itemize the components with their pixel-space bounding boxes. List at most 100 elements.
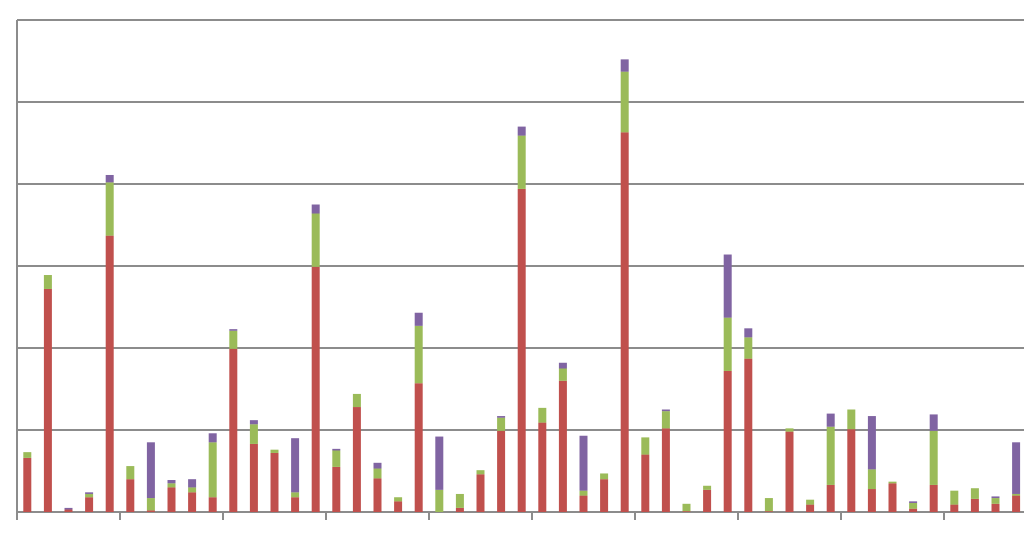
bar-segment — [579, 490, 588, 496]
bar-segment — [85, 493, 94, 498]
bar-segment — [950, 490, 959, 505]
bar-segment — [826, 413, 835, 427]
bar-segment — [847, 409, 856, 430]
bar-segment — [291, 497, 300, 512]
bar-segment — [579, 435, 588, 491]
bar-segment — [332, 466, 341, 512]
bar-segment — [85, 492, 94, 494]
bar-segment — [105, 182, 114, 236]
bar-segment — [291, 438, 300, 493]
bar-segment — [23, 452, 32, 458]
bar-segment — [744, 337, 753, 359]
bar-segment — [785, 428, 794, 432]
bar-segment — [517, 126, 526, 136]
bar-segment — [332, 450, 341, 467]
bar-segment — [23, 457, 32, 512]
bar-segment — [888, 483, 897, 512]
bar-segment — [291, 492, 300, 498]
bar-segment — [1012, 495, 1021, 512]
bar-segment — [146, 442, 155, 499]
bar-segment — [847, 429, 856, 512]
bar-segment — [476, 474, 485, 512]
bar-segment — [414, 312, 423, 326]
bar-segment — [1012, 442, 1021, 494]
bar-segment — [126, 466, 135, 480]
bar-segment — [888, 481, 897, 484]
bar-segment — [661, 411, 670, 429]
bar-segment — [414, 383, 423, 512]
bar-segment — [826, 426, 835, 485]
bar-segment — [867, 489, 876, 512]
bar-segment — [703, 485, 712, 490]
bar-segment — [497, 417, 506, 431]
bar-segment — [435, 436, 444, 490]
bar-segment — [394, 501, 403, 512]
bar-segment — [867, 416, 876, 470]
bar-segment — [517, 188, 526, 513]
bar-segment — [764, 498, 773, 512]
bar-segment — [476, 470, 485, 475]
bar-segment — [723, 317, 732, 371]
bar-segment — [188, 492, 197, 512]
bar-segment — [311, 213, 320, 267]
bar-segment — [600, 473, 609, 480]
bar-segment — [105, 235, 114, 512]
bar-segment — [620, 132, 629, 512]
bar-segment — [682, 503, 691, 512]
bar-segment — [146, 498, 155, 511]
bar-segment — [249, 420, 258, 425]
bar-segment — [167, 483, 176, 488]
bar-segment — [229, 330, 238, 349]
bar-segment — [435, 489, 444, 512]
bar-segment — [208, 433, 217, 443]
bar-segment — [744, 328, 753, 338]
bar-segment — [332, 448, 341, 451]
bar-segment — [167, 487, 176, 512]
bar-segment — [991, 498, 1000, 504]
bar-segment — [641, 454, 650, 512]
bar-segment — [455, 493, 464, 508]
bar-segment — [538, 407, 547, 423]
bar-segment — [929, 484, 938, 512]
bar-segment — [558, 362, 567, 369]
bar-segment — [517, 135, 526, 189]
bar-segment — [85, 497, 94, 512]
bar-segment — [909, 508, 918, 512]
bar-segment — [620, 71, 629, 133]
bar-segment — [950, 504, 959, 512]
bar-segment — [188, 487, 197, 493]
bar-segment — [311, 266, 320, 512]
bar-segment — [620, 59, 629, 72]
bar-segment — [929, 430, 938, 485]
bar-segment — [970, 498, 979, 512]
bar-segment — [785, 431, 794, 512]
bar-segment — [929, 414, 938, 431]
bar-segment — [146, 510, 155, 512]
bar-segment — [538, 422, 547, 512]
bar-segment — [909, 502, 918, 509]
bar-segment — [373, 462, 382, 469]
bar-segment — [661, 428, 670, 512]
bar-segment — [43, 288, 52, 512]
bar-segment — [723, 370, 732, 512]
bar-segment — [826, 484, 835, 512]
bar-segment — [105, 174, 114, 183]
bar-segment — [991, 496, 1000, 499]
bar-segment — [394, 497, 403, 502]
bar-segment — [991, 503, 1000, 512]
bar-segment — [352, 393, 361, 408]
bar-segment — [744, 358, 753, 512]
bar-segment — [229, 329, 238, 331]
bar-segment — [249, 443, 258, 512]
bar-segment — [558, 368, 567, 381]
bar-segment — [703, 489, 712, 512]
bar-segment — [641, 437, 650, 455]
bar-segment — [909, 501, 918, 503]
bar-segment — [970, 488, 979, 499]
bar-segment — [497, 416, 506, 418]
bar-segment — [208, 442, 217, 498]
bar-segment — [579, 495, 588, 512]
bar-segment — [682, 511, 691, 512]
bar-segment — [414, 325, 423, 384]
